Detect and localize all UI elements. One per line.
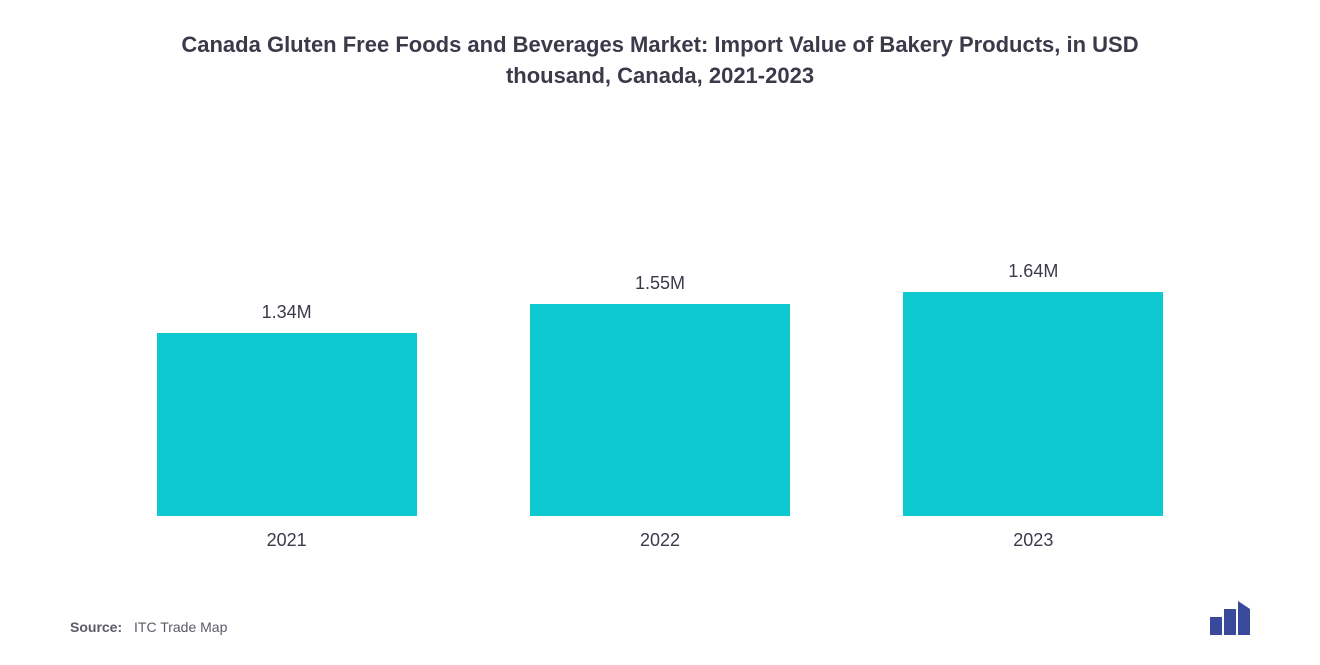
bar-2023 <box>903 292 1163 516</box>
bar-group-2022: 1.55M <box>520 273 800 516</box>
chart-title: Canada Gluten Free Foods and Beverages M… <box>160 30 1160 92</box>
source-attribution: Source: ITC Trade Map <box>70 619 227 635</box>
x-axis: 2021 2022 2023 <box>60 516 1260 551</box>
x-tick: 2022 <box>520 530 800 551</box>
x-tick: 2023 <box>893 530 1173 551</box>
bar-group-2021: 1.34M <box>147 302 427 516</box>
bar-value-label: 1.34M <box>262 302 312 323</box>
bar-2021 <box>157 333 417 516</box>
bar-value-label: 1.64M <box>1008 261 1058 282</box>
bar-2022 <box>530 304 790 516</box>
x-tick: 2021 <box>147 530 427 551</box>
brand-logo-icon <box>1210 601 1250 635</box>
chart-area: 1.34M 1.55M 1.64M <box>60 112 1260 516</box>
chart-container: Canada Gluten Free Foods and Beverages M… <box>0 0 1320 665</box>
footer: Source: ITC Trade Map <box>60 601 1260 645</box>
bar-value-label: 1.55M <box>635 273 685 294</box>
source-label: Source: <box>70 619 122 635</box>
bar-group-2023: 1.64M <box>893 261 1173 516</box>
source-text: ITC Trade Map <box>134 619 227 635</box>
